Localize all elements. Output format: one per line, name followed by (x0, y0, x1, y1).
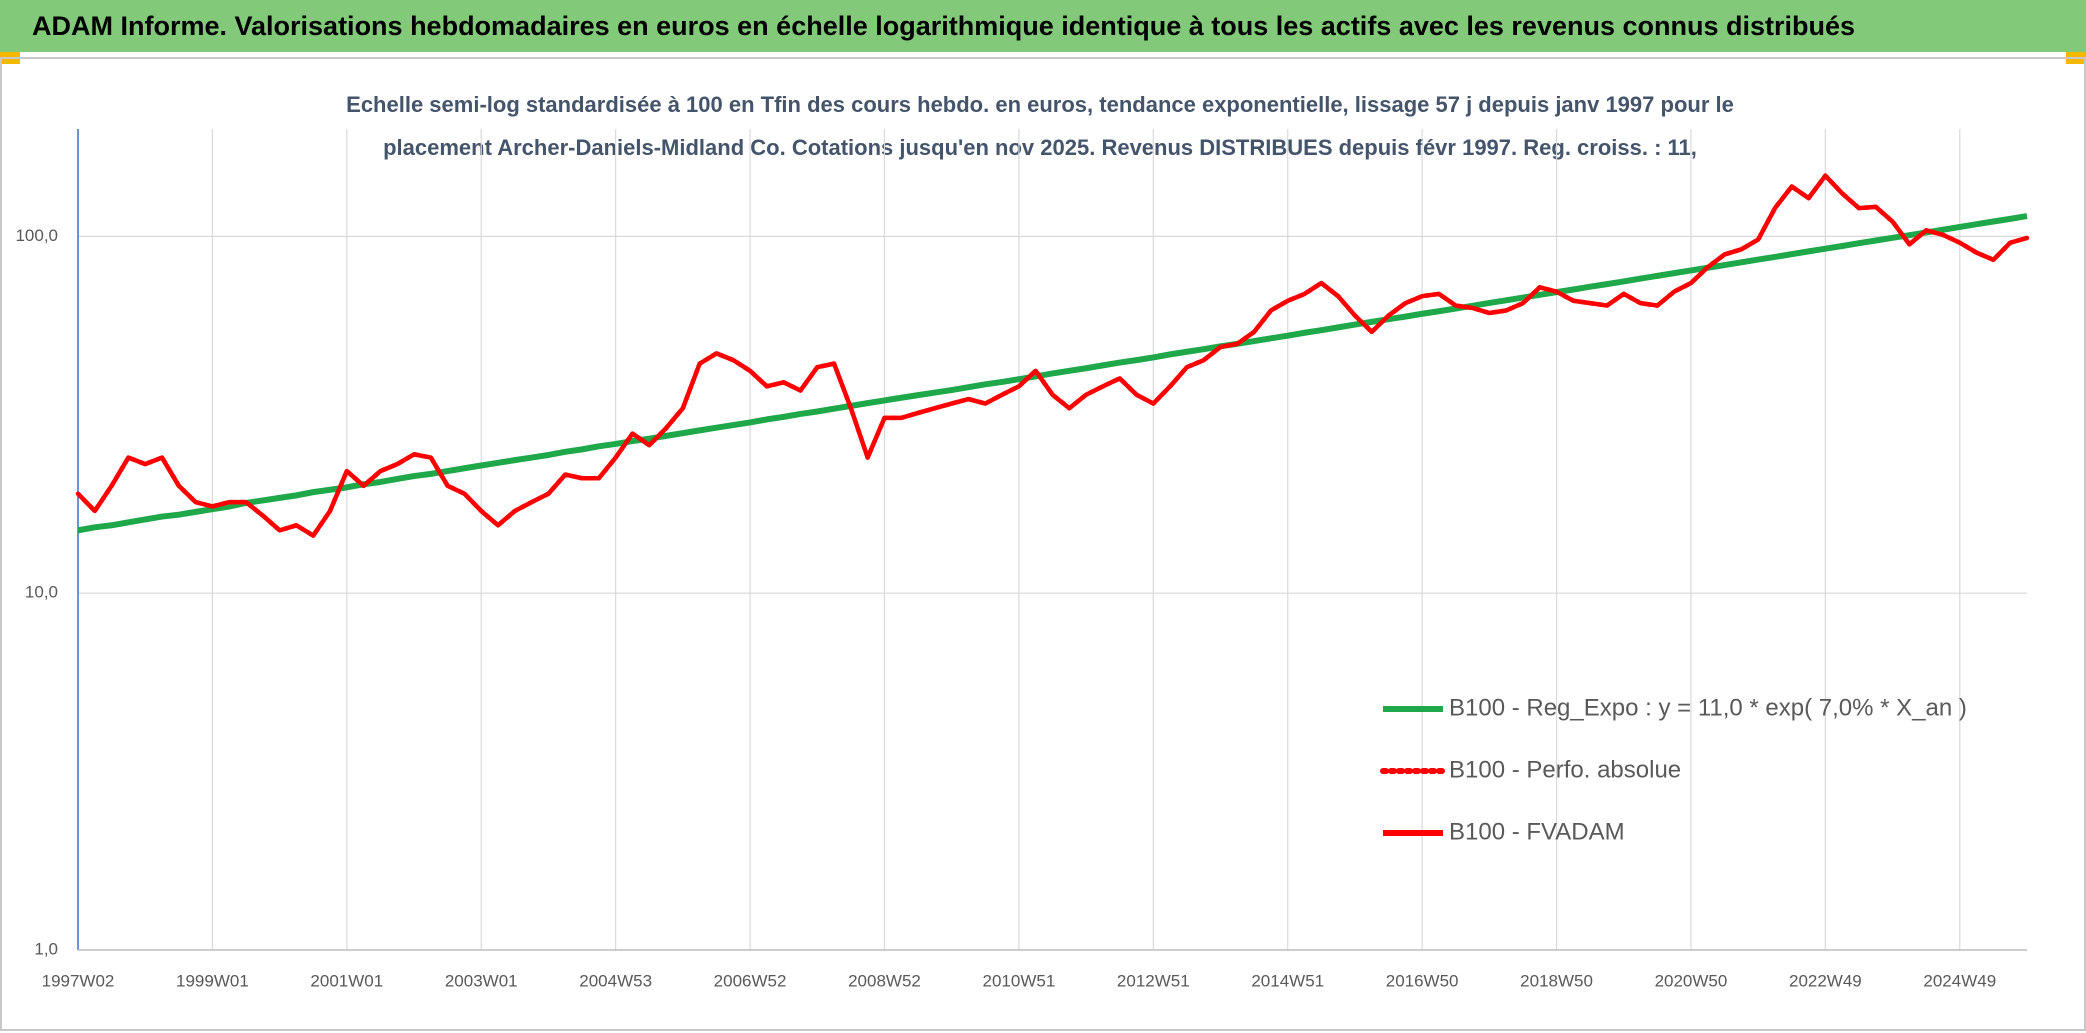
x-tick-label: 2024W49 (1923, 971, 1996, 990)
series-line (76, 173, 2028, 538)
x-tick-label: 2010W51 (983, 971, 1056, 990)
x-tick-label: 2020W50 (1655, 971, 1728, 990)
series-line (77, 213, 2028, 534)
x-tick-label: 2022W49 (1789, 971, 1862, 990)
y-tick-label: 10,0 (25, 583, 58, 602)
y-tick-label: 1,0 (34, 939, 58, 958)
x-tick-label: 2008W52 (848, 971, 921, 990)
legend-label: B100 - Reg_Expo : y = 11,0 * exp( 7,0% *… (1449, 694, 1967, 721)
legend-label: B100 - FVADAM (1449, 818, 1625, 845)
x-tick-label: 1997W02 (42, 971, 115, 990)
y-tick-label: 100,0 (15, 226, 58, 245)
x-tick-label: 2006W52 (714, 971, 787, 990)
frame (0, 57, 2086, 1031)
x-tick-label: 2016W50 (1386, 971, 1459, 990)
x-tick-label: 2018W50 (1520, 971, 1593, 990)
chart-subtitle: placement Archer-Daniels-Midland Co. Cot… (383, 135, 1697, 160)
x-tick-label: 2003W01 (445, 971, 518, 990)
x-tick-label: 2012W51 (1117, 971, 1190, 990)
x-tick-label: 2004W53 (579, 971, 652, 990)
x-tick-label: 1999W01 (176, 971, 249, 990)
header-bar (0, 0, 2086, 52)
header-title: ADAM Informe. Valorisations hebdomadaire… (32, 11, 1855, 41)
chart-subtitle: Echelle semi-log standardisée à 100 en T… (346, 92, 1734, 117)
x-tick-label: 2014W51 (1251, 971, 1324, 990)
legend-label: B100 - Perfo. absolue (1449, 756, 1681, 783)
x-tick-label: 2001W01 (310, 971, 383, 990)
